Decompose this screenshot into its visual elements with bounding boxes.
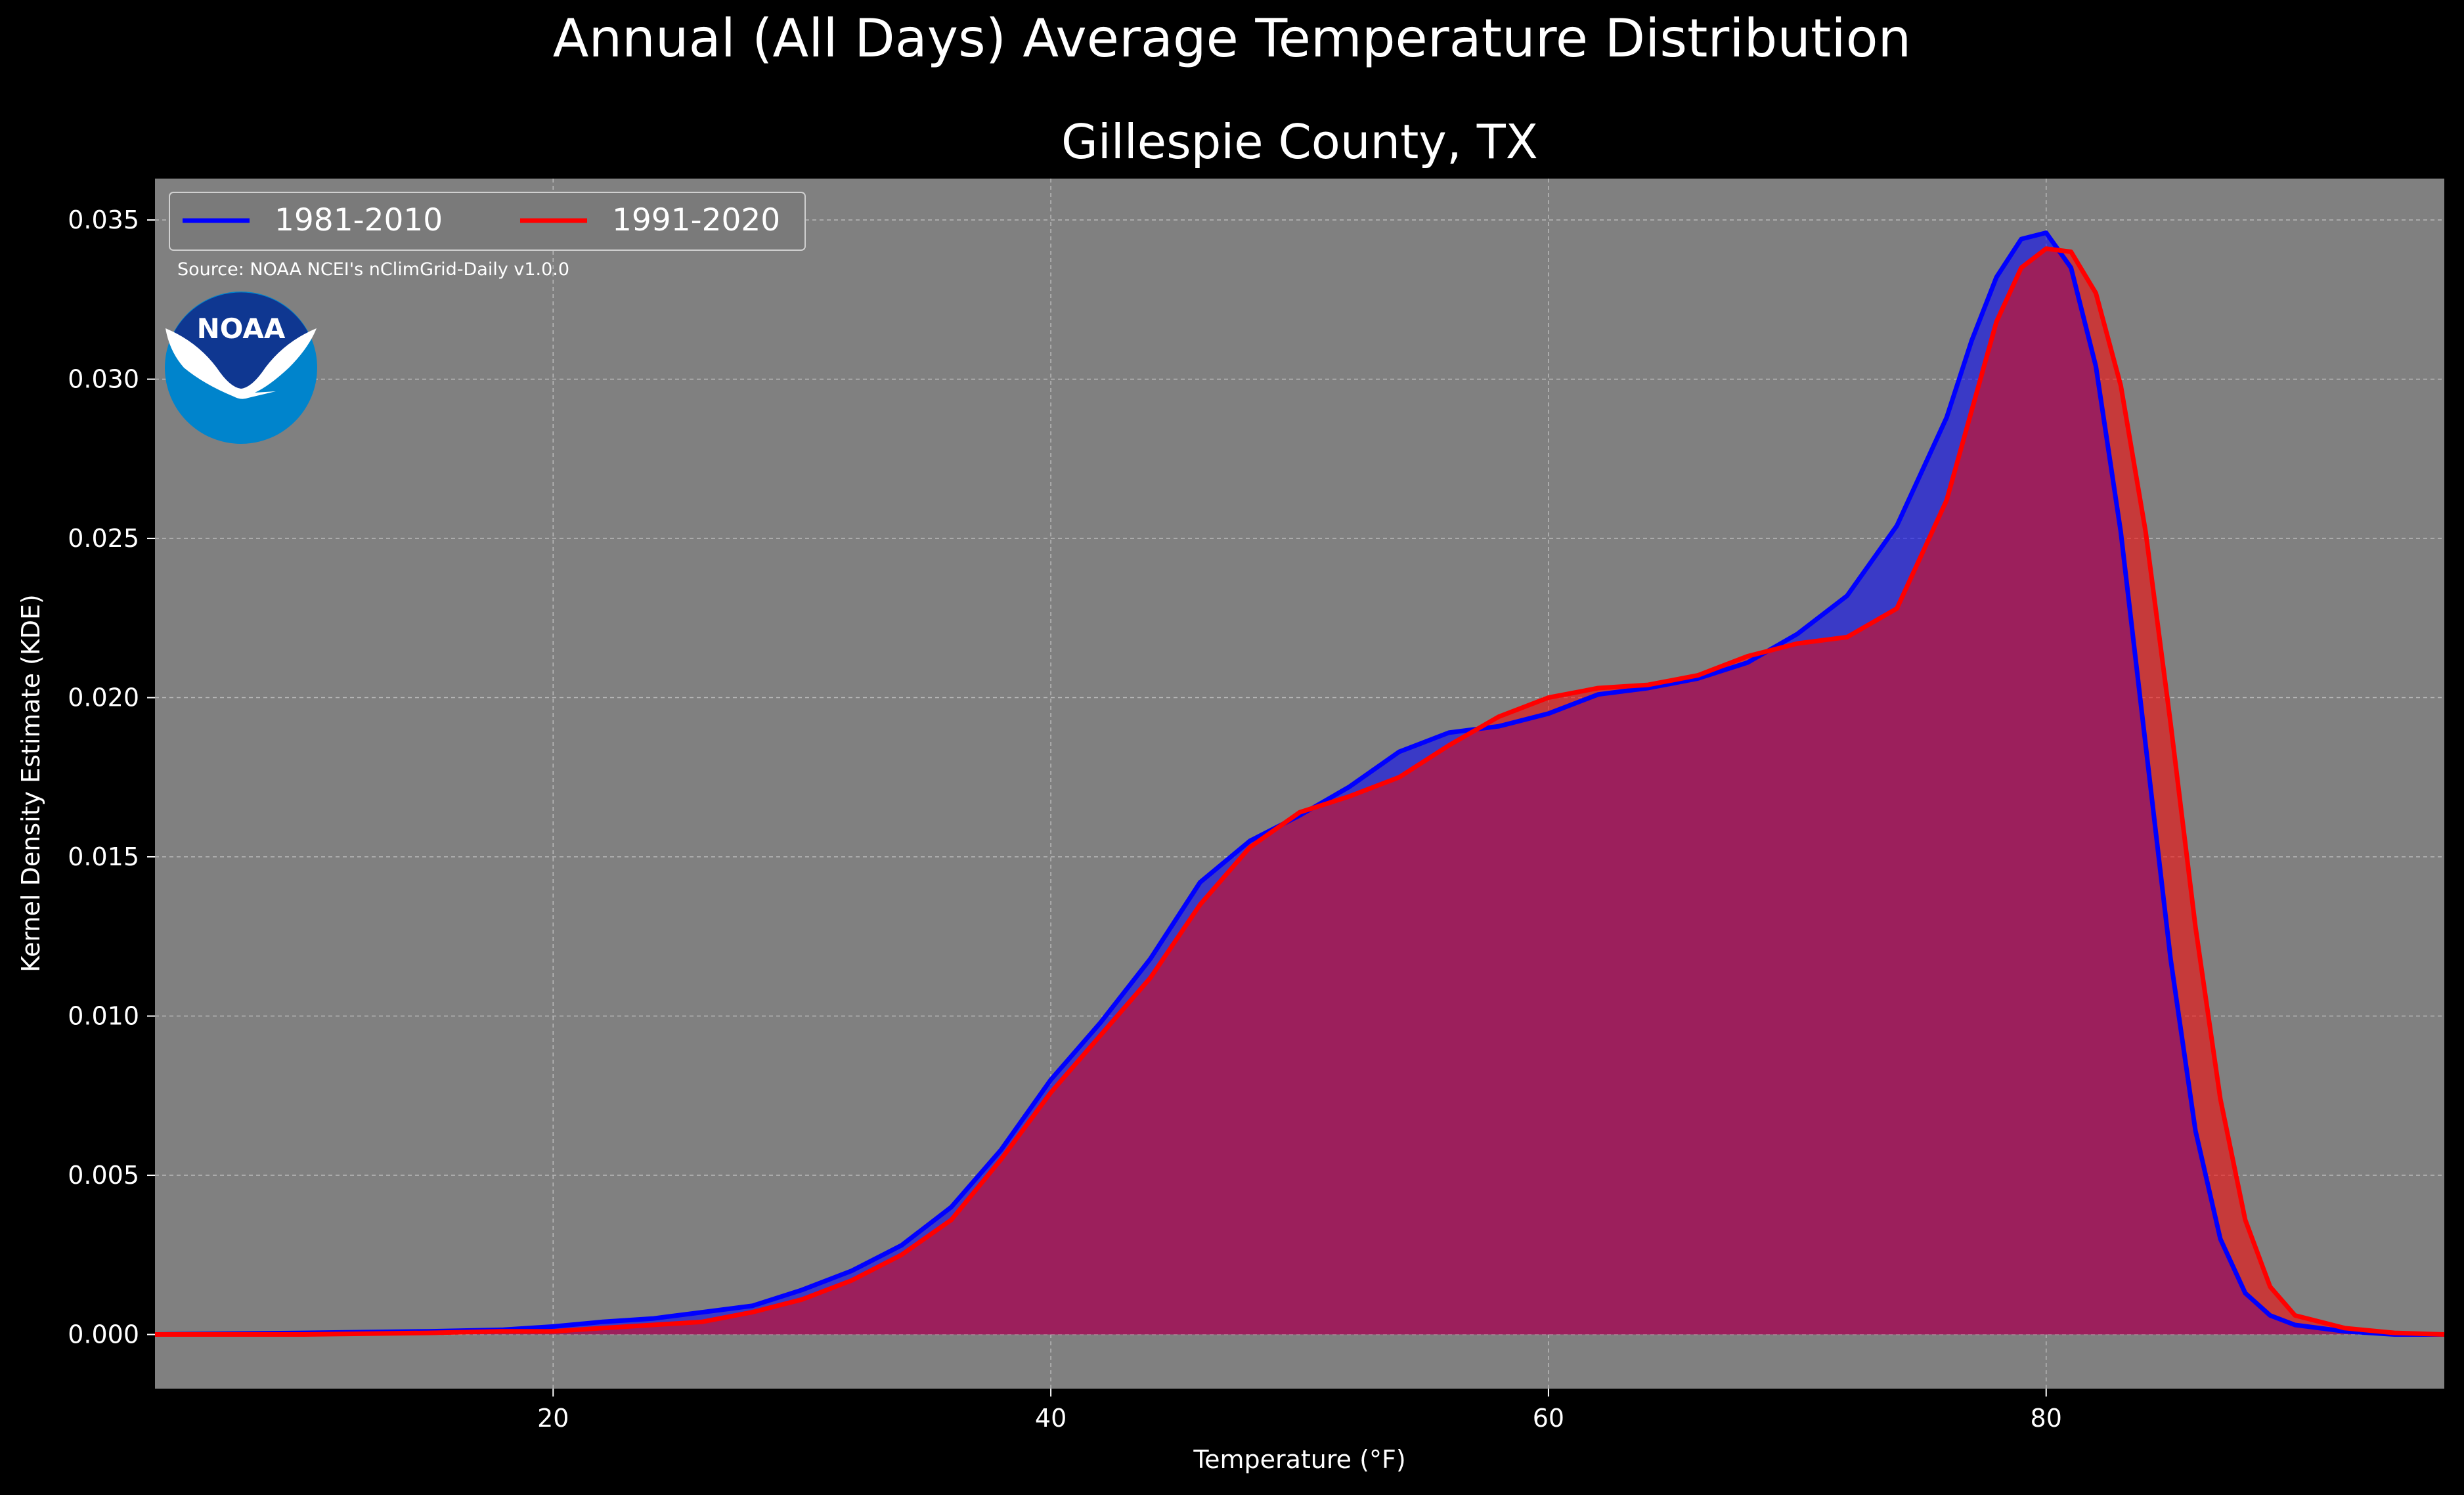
- source-note: Source: NOAA NCEI's nClimGrid-Daily v1.0…: [177, 259, 569, 280]
- chart-title: Gillespie County, TX: [1061, 114, 1538, 169]
- legend-label-1991-2020: 1991-2020: [612, 202, 780, 238]
- density-lines: [154, 230, 2445, 1337]
- line-1991-2020: [155, 246, 2445, 1337]
- legend: 1981-2010 1991-2020: [169, 192, 806, 251]
- x-tick-label: 80: [2031, 1404, 2062, 1433]
- x-tick-label: 40: [1035, 1404, 1067, 1433]
- figure-suptitle: Annual (All Days) Average Temperature Di…: [553, 8, 1911, 69]
- y-tick-label: 0.000: [68, 1320, 139, 1349]
- y-tick-label: 0.025: [68, 524, 139, 553]
- y-tick-label: 0.020: [68, 683, 139, 712]
- axes: 20 40 60 80 0.000 0.005 0.010 0.015 0.020 0.025 0.…: [68, 206, 2062, 1433]
- density-fills: [155, 232, 2444, 1335]
- y-tick-label: 0.015: [68, 842, 139, 871]
- y-tick-label: 0.005: [68, 1161, 139, 1190]
- y-tick-label: 0.010: [68, 1002, 139, 1031]
- x-tick-label: 60: [1533, 1404, 1564, 1433]
- noaa-logo-gull-icon: [165, 328, 317, 399]
- noaa-logo: NOAA: [165, 292, 317, 444]
- legend-label-1981-2010: 1981-2010: [275, 202, 443, 238]
- x-tick-label: 20: [537, 1404, 569, 1433]
- legend-box: [169, 192, 806, 251]
- area-overlap: [155, 248, 2444, 1335]
- line-1981-2010: [154, 230, 2444, 1337]
- noaa-logo-inner-band: [173, 292, 309, 389]
- y-tick-label: 0.030: [68, 365, 139, 394]
- x-axis-label: Temperature (°F): [1193, 1445, 1405, 1474]
- noaa-logo-text: NOAA: [197, 313, 286, 345]
- y-axis-label: Kernel Density Estimate (KDE): [16, 594, 45, 972]
- y-tick-label: 0.035: [68, 206, 139, 234]
